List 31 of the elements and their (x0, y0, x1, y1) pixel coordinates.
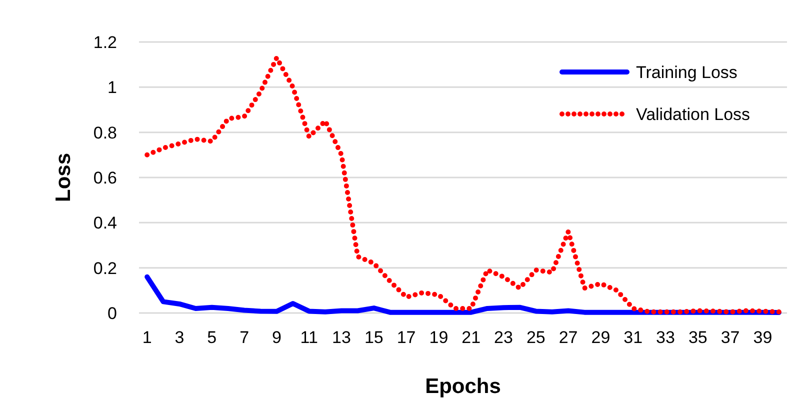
legend-label: Training Loss (636, 62, 738, 82)
x-tick-label: 29 (591, 328, 610, 347)
x-tick-label: 37 (720, 328, 740, 347)
x-tick-label: 27 (558, 328, 578, 347)
y-tick-label: 0.8 (93, 123, 117, 142)
y-tick-label: 0.2 (93, 258, 117, 278)
y-tick-label: 0.4 (93, 214, 117, 233)
x-axis-title: Epochs (425, 375, 501, 398)
x-tick-label: 31 (624, 328, 643, 347)
x-tick-label: 21 (462, 328, 481, 347)
x-tick-label: 5 (207, 328, 217, 347)
x-tick-label: 13 (332, 328, 351, 347)
y-axis-title: Loss (52, 152, 75, 202)
y-tick-label: 1 (108, 78, 117, 98)
x-tick-label: 7 (240, 328, 250, 347)
x-tick-label: 35 (688, 328, 708, 347)
x-tick-label: 17 (396, 328, 416, 347)
x-tick-label: 15 (364, 328, 384, 347)
x-tick-label: 25 (526, 328, 546, 347)
x-tick-label: 19 (429, 328, 448, 347)
x-tick-label: 11 (300, 328, 318, 347)
y-tick-label: 0.6 (93, 168, 117, 188)
y-tick-label: 1.2 (93, 32, 117, 52)
x-tick-label: 1 (142, 328, 152, 347)
x-tick-label: 3 (174, 328, 184, 347)
x-tick-label: 33 (656, 328, 675, 347)
x-tick-label: 9 (272, 328, 282, 347)
x-tick-label: 23 (494, 328, 513, 347)
legend-label: Validation Loss (636, 104, 750, 124)
y-tick-label: 0 (108, 304, 117, 323)
x-tick-label: 39 (753, 328, 772, 347)
